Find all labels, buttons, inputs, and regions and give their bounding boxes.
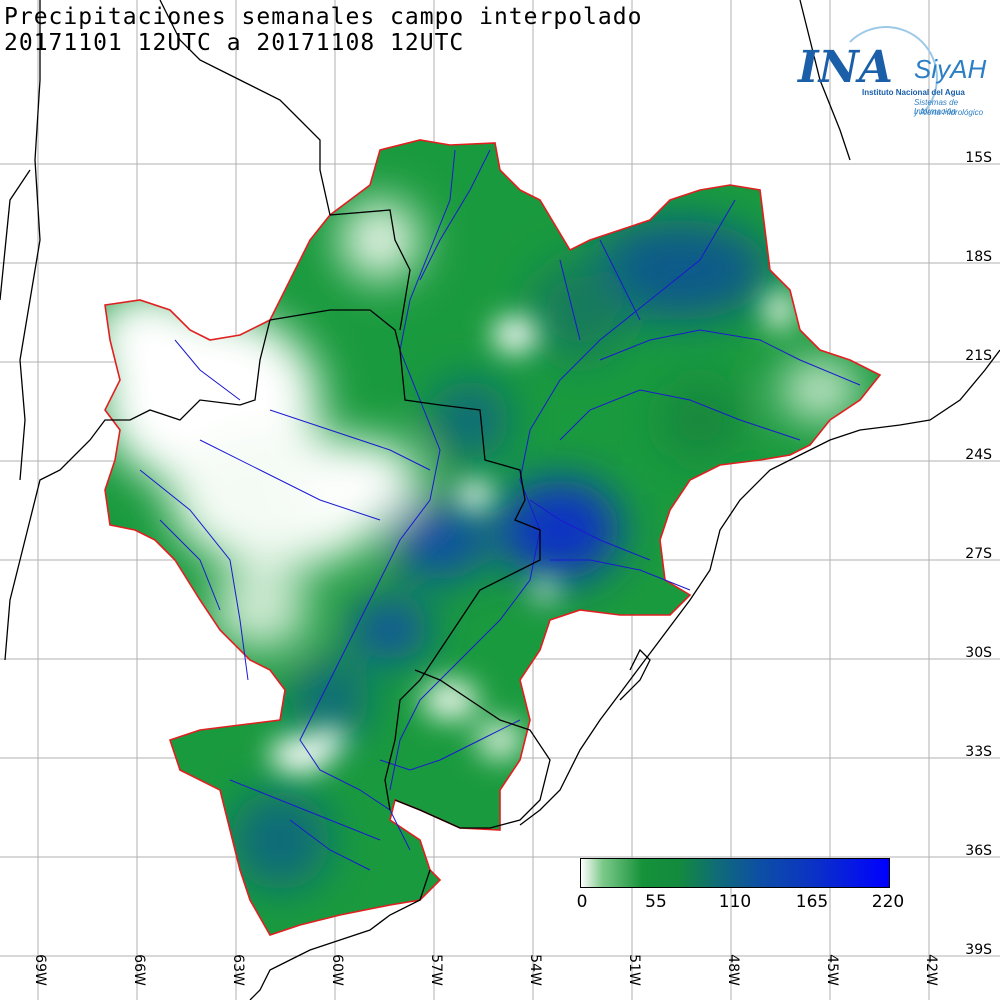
latitude-label: 21S <box>965 348 992 364</box>
latitude-label: 33S <box>965 744 992 760</box>
longitude-label: 54W <box>527 954 543 986</box>
longitude-label: 69W <box>32 954 48 986</box>
latitude-label: 30S <box>965 645 992 661</box>
longitude-label: 60W <box>329 954 345 986</box>
ina-siyah-logo: INA SiyAH Instituto Nacional del Agua Si… <box>786 22 996 132</box>
colorbar-tick: 220 <box>871 892 905 912</box>
latitude-label: 36S <box>965 843 992 859</box>
logo-ring-icon <box>834 26 938 130</box>
latitude-label: 15S <box>965 150 992 166</box>
longitude-label: 66W <box>131 954 147 986</box>
logo-siyah-text: SiyAH <box>914 54 987 84</box>
rivers <box>139 149 861 871</box>
colorbar-tick: 55 <box>645 892 667 912</box>
latitude-label: 39S <box>965 942 992 958</box>
latitude-label: 18S <box>965 249 992 265</box>
latitude-label: 24S <box>965 447 992 463</box>
logo-ina-text: INA <box>798 42 893 93</box>
colorbar-tick: 110 <box>718 892 752 912</box>
longitude-label: 57W <box>428 954 444 986</box>
logo-sub1-text: Sistemas de Información <box>914 98 959 116</box>
map-date-range: 20171101 12UTC a 20171108 12UTC <box>4 30 465 56</box>
precipitation-colorbar <box>580 858 890 888</box>
longitude-label: 48W <box>725 954 741 986</box>
longitude-label: 51W <box>626 954 642 986</box>
logo-sub2-text: y Alerta Hidrológico <box>914 108 984 117</box>
logo-org-text: Instituto Nacional del Agua <box>862 88 965 97</box>
longitude-label: 45W <box>824 954 840 986</box>
map-title: Precipitaciones semanales campo interpol… <box>4 4 643 30</box>
colorbar-tick: 165 <box>795 892 829 912</box>
colorbar-tick: 0 <box>576 892 588 912</box>
latitude-label: 27S <box>965 546 992 562</box>
longitude-label: 63W <box>230 954 246 986</box>
longitude-label: 42W <box>923 954 939 986</box>
